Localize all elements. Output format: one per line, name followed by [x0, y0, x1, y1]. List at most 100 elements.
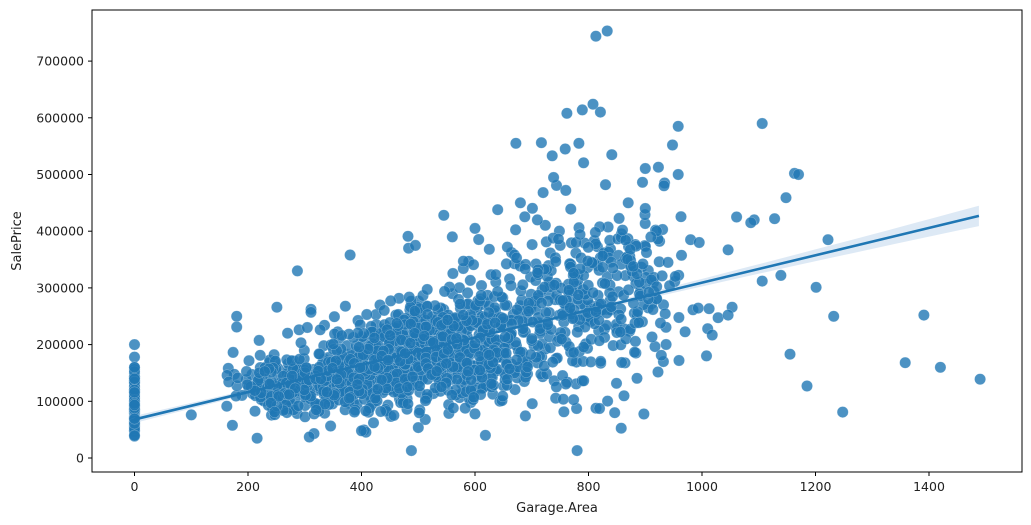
data-point [606, 290, 619, 303]
data-point [459, 402, 472, 415]
data-point [441, 314, 454, 326]
x-tick-label: 800 [577, 479, 601, 494]
data-point [639, 162, 652, 175]
data-point [374, 405, 387, 418]
data-point [652, 366, 664, 378]
data-point [593, 334, 606, 347]
data-point [251, 432, 263, 445]
data-point [822, 233, 834, 246]
data-point [526, 238, 538, 251]
data-point [654, 317, 667, 329]
data-point [283, 388, 295, 401]
data-point [310, 404, 323, 416]
data-point [408, 305, 421, 317]
x-tick-label: 1000 [686, 479, 718, 494]
data-point [525, 348, 537, 361]
data-point [659, 307, 672, 320]
data-point [483, 349, 495, 361]
data-point [801, 380, 813, 392]
data-point [599, 178, 612, 191]
data-point [254, 349, 267, 362]
data-point [240, 365, 253, 378]
data-point [295, 336, 307, 349]
y-tick-label: 0 [76, 451, 84, 466]
data-point [230, 310, 243, 323]
data-point [128, 361, 141, 374]
data-point [413, 380, 426, 392]
data-point [510, 252, 523, 264]
data-point [419, 394, 432, 407]
data-point [535, 136, 548, 149]
data-point [462, 365, 475, 378]
data-point [593, 402, 606, 415]
data-point [596, 261, 609, 274]
data-point [672, 168, 685, 181]
data-point [500, 258, 513, 270]
data-point [703, 302, 715, 315]
data-point [510, 137, 522, 150]
data-point [331, 373, 343, 386]
data-point [624, 243, 637, 256]
data-point [249, 405, 261, 418]
data-point [501, 373, 514, 385]
data-point [473, 350, 486, 363]
data-point [655, 349, 668, 362]
y-tick-label: 500000 [36, 167, 84, 182]
data-point [519, 262, 531, 275]
data-point [918, 309, 930, 321]
data-point [658, 179, 670, 192]
data-point [899, 356, 912, 369]
data-point [558, 405, 570, 418]
data-point [537, 186, 549, 199]
data-point [722, 309, 734, 321]
data-point [491, 285, 504, 298]
data-point [531, 266, 544, 279]
data-point [405, 444, 418, 457]
data-point [526, 332, 538, 345]
data-point [647, 303, 659, 316]
data-point [587, 286, 600, 299]
x-tick-label: 1200 [800, 479, 832, 494]
data-point [567, 346, 580, 359]
data-point [614, 326, 627, 338]
data-point [128, 399, 141, 411]
data-point [469, 408, 481, 420]
data-point [301, 321, 314, 334]
data-point [388, 409, 400, 422]
data-point [412, 421, 425, 434]
data-point [560, 184, 572, 197]
data-point [413, 406, 426, 419]
data-point [660, 338, 672, 351]
data-point [594, 355, 607, 368]
data-point [185, 409, 198, 421]
data-point [607, 262, 619, 274]
data-point [640, 246, 653, 259]
data-point [241, 378, 254, 391]
data-point [489, 316, 501, 329]
data-point [792, 168, 805, 181]
data-point [722, 244, 734, 256]
data-point [730, 211, 743, 223]
y-tick-label: 700000 [36, 54, 84, 69]
data-point [559, 143, 572, 155]
data-points [128, 25, 986, 457]
data-point [489, 268, 502, 281]
data-point [629, 335, 642, 348]
data-point [571, 444, 583, 457]
data-point [706, 329, 719, 341]
data-point [454, 298, 466, 310]
data-point [353, 341, 365, 354]
data-point [572, 289, 585, 301]
data-point [576, 104, 589, 116]
data-point [582, 241, 595, 254]
x-tick-label: 0 [131, 479, 139, 494]
data-point [408, 327, 421, 340]
data-point [535, 297, 548, 309]
regression-line [134, 214, 980, 421]
data-point [281, 327, 294, 340]
data-point [599, 277, 611, 290]
data-point [596, 249, 609, 262]
data-point [693, 236, 706, 249]
plot-frame [91, 9, 1023, 473]
data-point [328, 310, 341, 323]
